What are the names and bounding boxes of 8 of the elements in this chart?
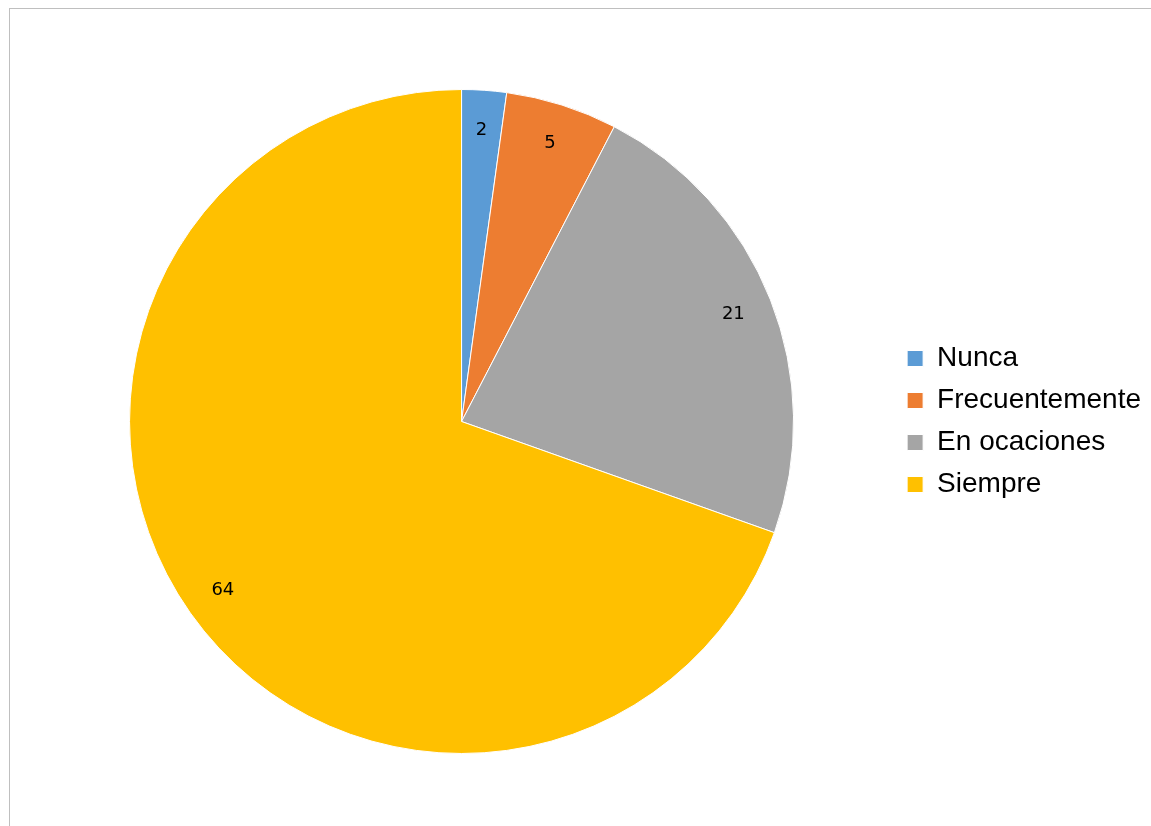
legend-label: Nunca — [937, 341, 1019, 373]
legend-label: Siempre — [937, 467, 1042, 499]
data-label: 2 — [475, 117, 488, 139]
data-label: 5 — [544, 130, 556, 152]
legend-label: En ocaciones — [937, 425, 1106, 457]
data-label: 64 — [211, 577, 235, 599]
legend-label: Frecuentemente — [937, 383, 1141, 415]
data-label: 21 — [721, 301, 745, 323]
